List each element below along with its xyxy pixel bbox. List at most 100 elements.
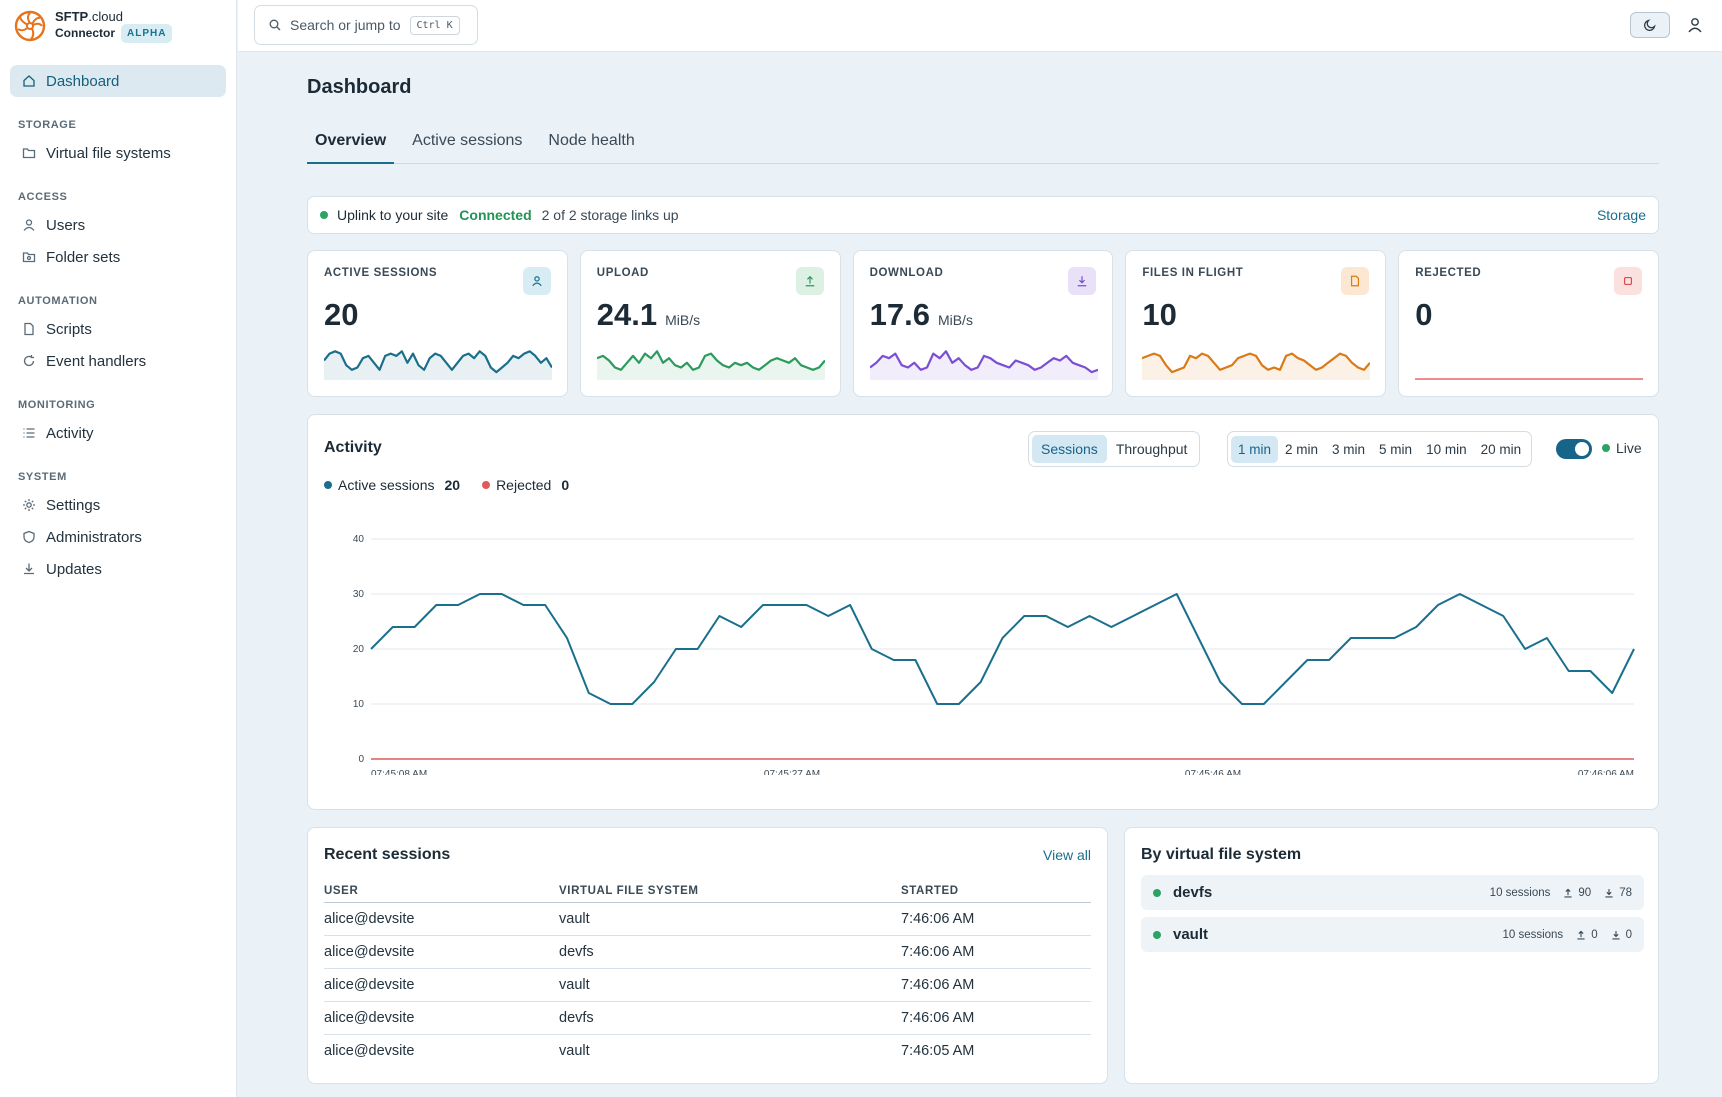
vfs-upload-count: 90 <box>1578 886 1592 899</box>
search-input[interactable]: Search or jump to Ctrl K <box>254 5 478 45</box>
chart-legend: Active sessions 20 Rejected 0 <box>324 477 585 493</box>
live-label: Live <box>1616 440 1642 456</box>
stat-card-active-sessions[interactable]: ACTIVE SESSIONS 20 <box>307 250 568 397</box>
stat-card-files-in-flight[interactable]: FILES IN FLIGHT 10 <box>1125 250 1387 397</box>
tab-node-health[interactable]: Node health <box>548 132 635 149</box>
search-shortcut: Ctrl K <box>409 15 460 35</box>
sparkline-area <box>596 351 825 380</box>
download-icon <box>1605 888 1613 897</box>
range-1min-button[interactable]: 1 min <box>1231 435 1279 463</box>
stat-unit: MiB/s <box>937 312 973 328</box>
sidebar-item-label: Scripts <box>46 320 92 338</box>
sparkline <box>1142 352 1371 380</box>
stat-label: ACTIVE SESSIONS <box>324 267 438 279</box>
main: Dashboard Overview Active sessions Node … <box>307 52 1659 1084</box>
folder-icon <box>22 146 36 160</box>
activity-card: Activity Sessions Throughput 1 min 2 min… <box>307 414 1659 810</box>
sparkline-line <box>596 350 825 371</box>
cell-started: 7:46:06 AM <box>901 902 1091 936</box>
uplink-banner: Uplink to your site Connected 2 of 2 sto… <box>307 196 1659 234</box>
cell-vfs: vault <box>559 902 901 936</box>
legend-label: Active sessions <box>338 477 435 493</box>
uplink-label: Uplink to your site <box>337 207 449 223</box>
view-sessions-button[interactable]: Sessions <box>1032 435 1107 463</box>
brand-domain: .cloud <box>88 9 123 24</box>
cell-started: 7:46:05 AM <box>901 1042 975 1059</box>
account-icon[interactable] <box>1686 16 1704 34</box>
stat-label: DOWNLOAD <box>869 267 944 279</box>
brand[interactable]: SFTP.cloud Connector ALPHA <box>0 0 236 52</box>
sidebar-item-label: Administrators <box>46 528 142 546</box>
cell-user: alice@devsite <box>324 935 559 969</box>
sidebar-item-label: Users <box>46 216 86 234</box>
stat-unit: MiB/s <box>665 312 701 328</box>
vfs-row-devfs[interactable]: devfs 10 sessions 90 78 <box>1141 875 1644 910</box>
status-dot <box>320 211 328 219</box>
legend-dot-sessions <box>324 481 332 489</box>
cell-user: alice@devsite <box>324 902 559 936</box>
stat-cards: ACTIVE SESSIONS 20 UPLOAD 24.1 MiB/s DOWN… <box>307 250 1659 397</box>
activity-chart: 0 10 20 30 40 07:45:08 AM 07:45:27 AM 07:45:46 … <box>353 534 1635 775</box>
alpha-badge: ALPHA <box>121 24 173 43</box>
vfs-meta: 10 sessions 90 78 <box>1490 887 1632 899</box>
sparkline <box>1415 378 1644 380</box>
tab-active-sessions[interactable]: Active sessions <box>412 132 523 149</box>
sidebar-item-settings[interactable]: Settings <box>10 489 226 521</box>
by-vfs-card: By virtual file system devfs 10 sessions… <box>1124 827 1659 1084</box>
sidebar-item-label: Updates <box>46 560 102 578</box>
sidebar-item-virtual-file-systems[interactable]: Virtual file systems <box>10 137 226 169</box>
range-20min-button[interactable]: 20 min <box>1480 441 1522 457</box>
sparkline <box>324 350 552 380</box>
range-2min-button[interactable]: 2 min <box>1285 441 1319 457</box>
sidebar-item-folder-sets[interactable]: Folder sets <box>10 241 226 273</box>
legend-value: 20 <box>444 477 461 493</box>
uplink-links: 2 of 2 storage links up <box>541 207 679 223</box>
by-vfs-title: By virtual file system <box>1141 846 1302 863</box>
theme-toggle-button[interactable] <box>1630 12 1670 38</box>
table-row[interactable]: alice@devsite devfs 7:46:06 AM <box>324 1001 1091 1035</box>
sidebar-item-users[interactable]: Users <box>10 209 226 241</box>
cell-started: 7:46:06 AM <box>901 968 1091 1002</box>
table-row[interactable]: alice@devsite devfs 7:46:06 AM <box>324 935 1091 969</box>
sparkline-line <box>869 350 1098 374</box>
status-dot <box>1153 930 1161 939</box>
uplink-status: Connected <box>459 207 532 223</box>
sidebar-item-updates[interactable]: Updates <box>10 553 226 585</box>
range-3min-button[interactable]: 3 min <box>1332 441 1366 457</box>
sidebar-item-administrators[interactable]: Administrators <box>10 521 226 553</box>
stat-card-upload[interactable]: UPLOAD 24.1 MiB/s <box>579 250 841 397</box>
sidebar-section-monitoring: MONITORING <box>18 399 96 411</box>
user-icon <box>22 218 36 232</box>
upload-icon <box>1577 930 1585 939</box>
storage-link[interactable]: Storage <box>1596 207 1646 223</box>
x-tick-label: 07:45:08 AM <box>371 769 427 775</box>
table-row[interactable]: alice@devsite vault 7:46:05 AM <box>324 1034 1091 1067</box>
file-icon <box>22 322 36 336</box>
sidebar-item-dashboard[interactable]: Dashboard <box>10 65 226 97</box>
sidebar-item-scripts[interactable]: Scripts <box>10 313 226 345</box>
vfs-row-vault[interactable]: vault 10 sessions 0 0 <box>1141 917 1644 952</box>
range-10min-button[interactable]: 10 min <box>1426 441 1467 457</box>
range-5min-button[interactable]: 5 min <box>1379 441 1413 457</box>
stat-value: 20 <box>324 297 359 332</box>
stat-card-download[interactable]: DOWNLOAD 17.6 MiB/s <box>852 250 1114 397</box>
live-toggle[interactable] <box>1556 439 1592 459</box>
gear-icon <box>22 498 36 512</box>
vfs-meta: 10 sessions 0 0 <box>1502 929 1632 941</box>
stop-icon <box>1613 267 1642 295</box>
view-throughput-button[interactable]: Throughput <box>1115 441 1188 457</box>
view-all-link[interactable]: View all <box>1043 847 1091 863</box>
sidebar-item-event-handlers[interactable]: Event handlers <box>10 345 226 377</box>
stat-card-rejected[interactable]: REJECTED 0 <box>1398 250 1659 397</box>
sidebar: SFTP.cloud Connector ALPHA Dashboard STOR… <box>0 0 237 1097</box>
x-tick-label: 07:45:46 AM <box>1185 769 1241 775</box>
y-tick-label: 30 <box>353 589 365 600</box>
sidebar-item-activity[interactable]: Activity <box>10 417 226 449</box>
upload-icon <box>1564 888 1572 897</box>
table-row[interactable]: alice@devsite vault 7:46:06 AM <box>324 902 1091 936</box>
sidebar-item-label: Dashboard <box>46 72 120 90</box>
tab-overview[interactable]: Overview <box>307 120 395 164</box>
table-row[interactable]: alice@devsite vault 7:46:06 AM <box>324 968 1091 1002</box>
stat-label: REJECTED <box>1415 267 1482 279</box>
recent-sessions-title: Recent sessions <box>324 846 451 863</box>
